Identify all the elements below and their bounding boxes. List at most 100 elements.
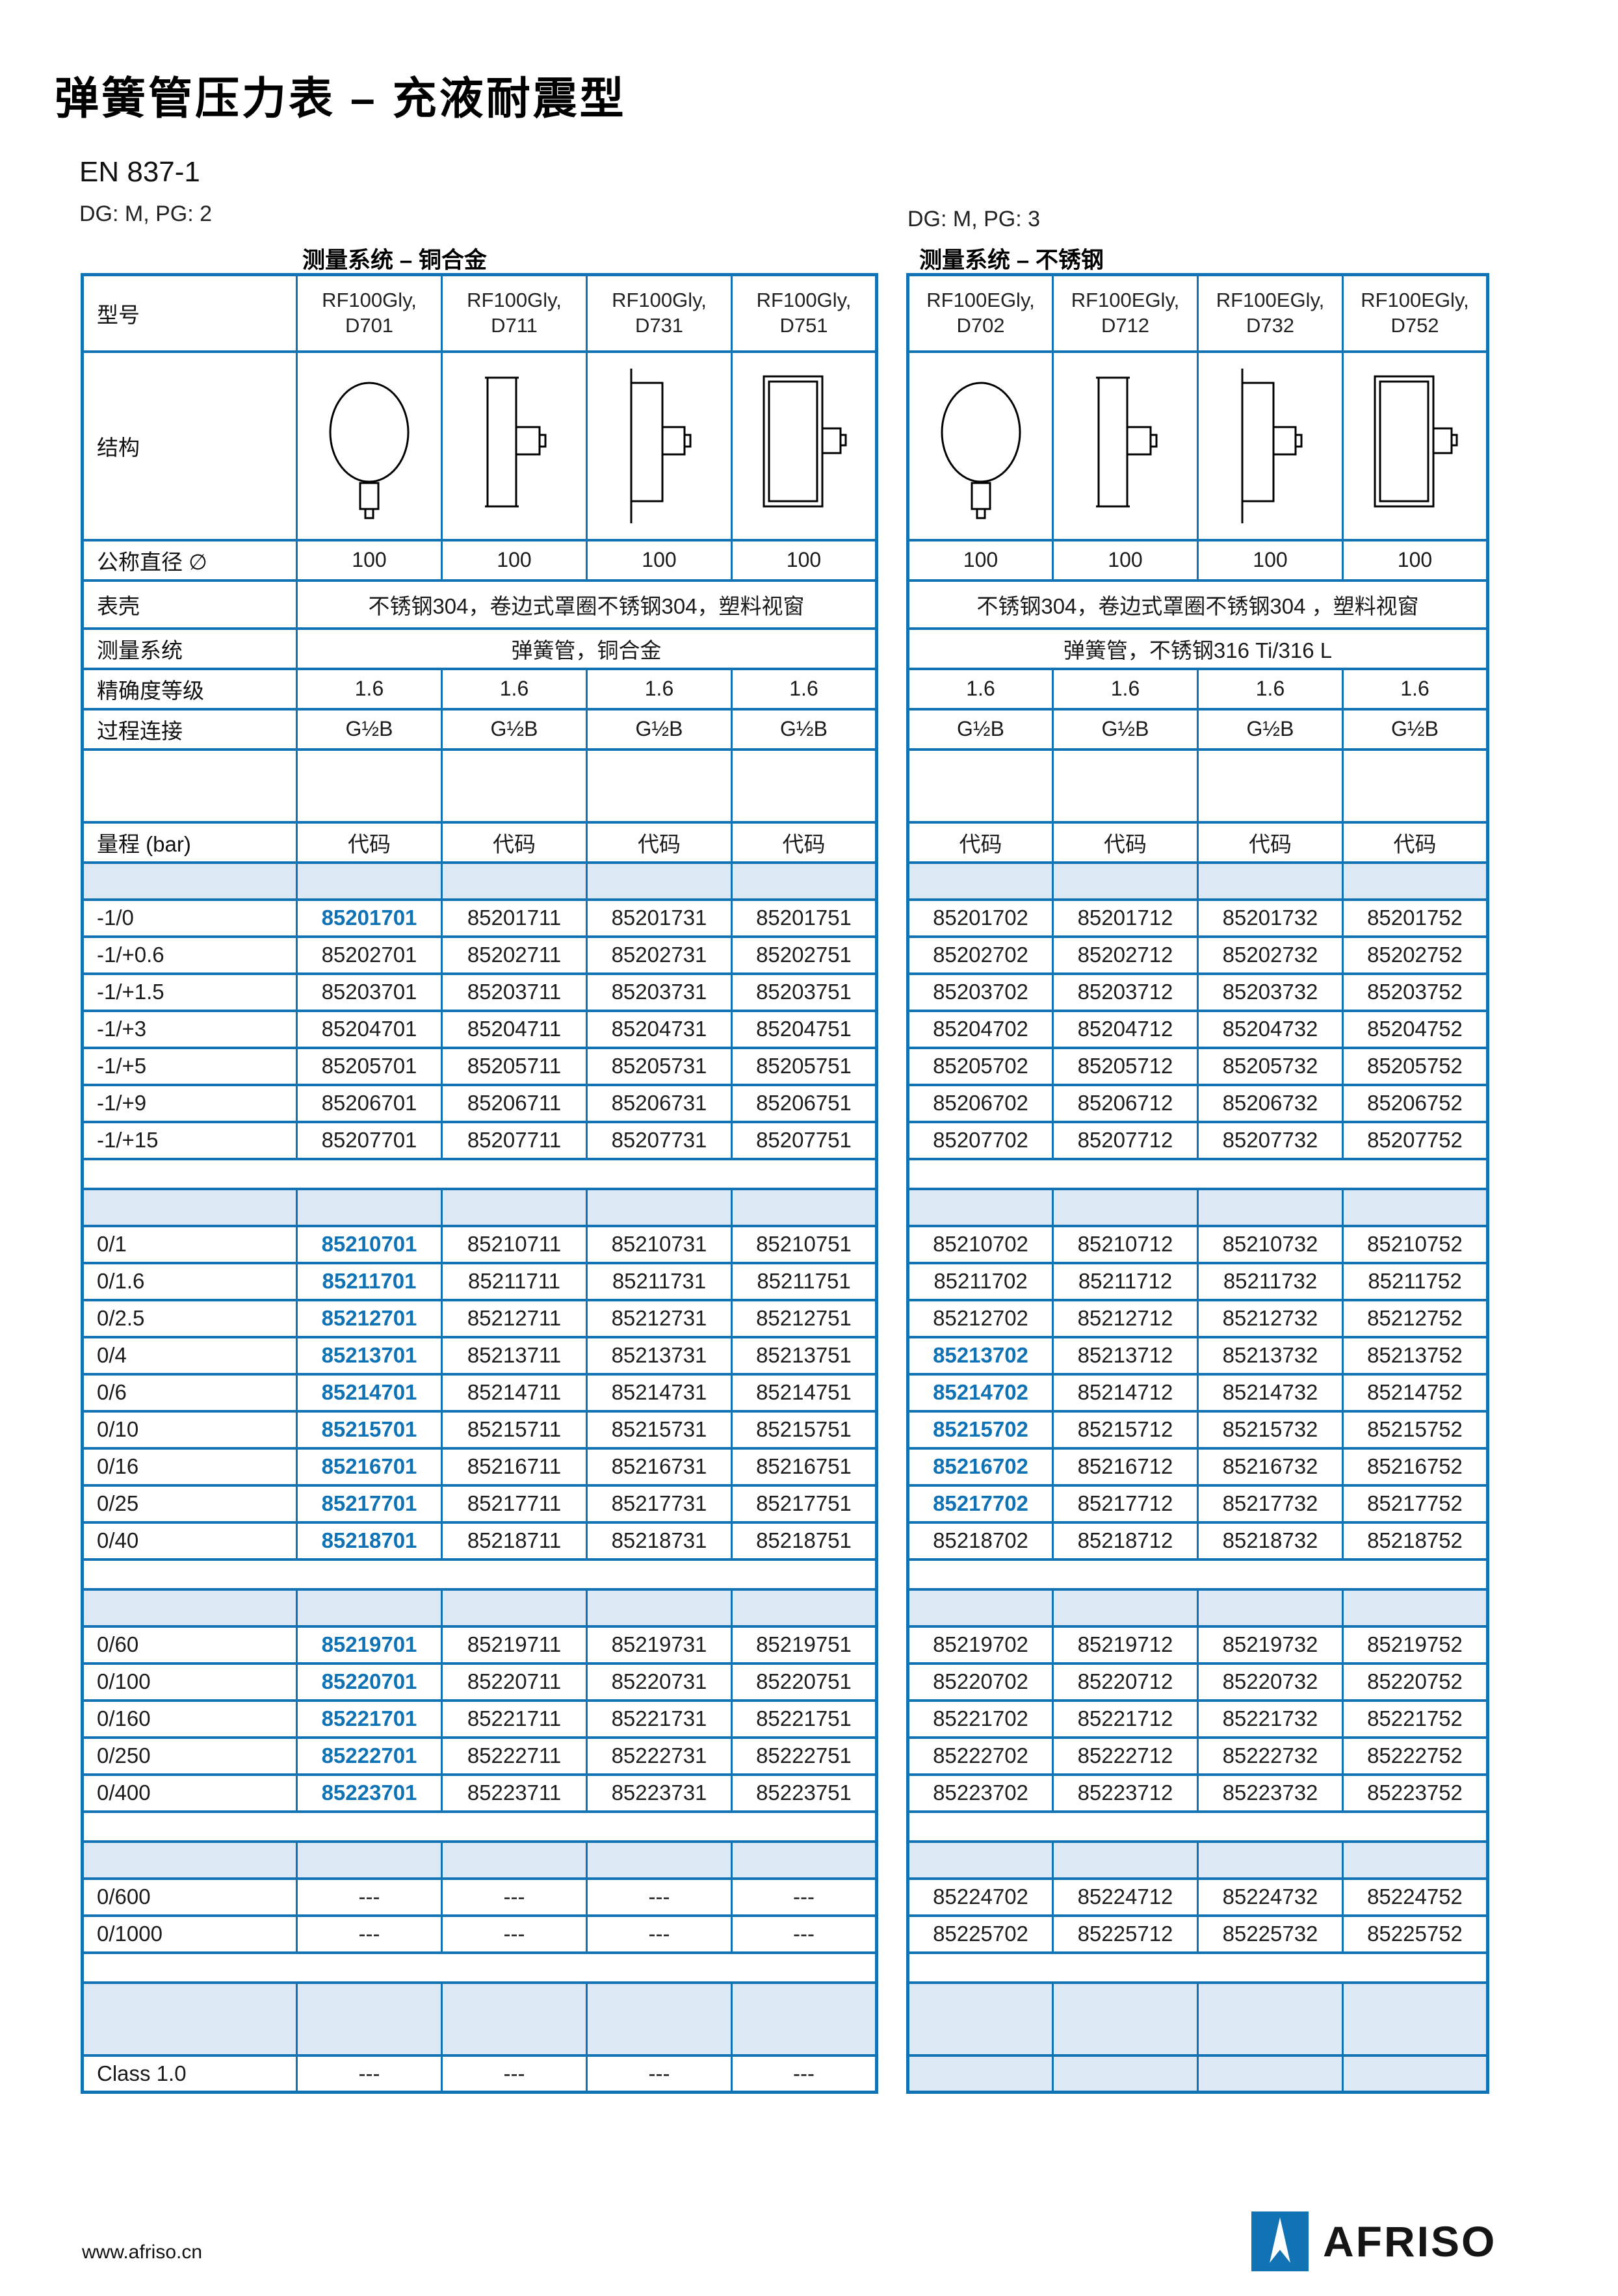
shaded-spacer-row (907, 1840, 1489, 1880)
connection-value: G½B (1052, 707, 1199, 751)
table-row: -1/0 85201701 85201711 85201731 85201751 (81, 898, 878, 938)
table-row: 85212702 85212712 85212732 85212752 (907, 1298, 1489, 1338)
table-row: 0/250 85222701 85222711 85222731 85222751 (81, 1736, 878, 1776)
code-cell: 85221701 (296, 1699, 443, 1739)
table-row: 85213702 85213712 85213732 85213752 (907, 1335, 1489, 1376)
table-row: 85204702 85204712 85204732 85204752 (907, 1009, 1489, 1049)
model-line1: RF100EGly, (926, 289, 1035, 311)
connection-value: G½B (441, 707, 588, 751)
code-cell: 85203731 (586, 972, 733, 1012)
separator-cell (907, 1810, 1488, 1843)
code-cell: 85218712 (1052, 1520, 1199, 1561)
section-separator-row (82, 1558, 877, 1591)
range-cell: 0/600 (81, 1877, 298, 1917)
code-cell: 85222751 (731, 1736, 878, 1776)
code-cell: 85202731 (586, 935, 733, 975)
accuracy-value: 1.6 (907, 667, 1054, 711)
accuracy-value: 1.6 (1197, 667, 1344, 711)
shaded-spacer-row (81, 1587, 878, 1628)
section-separator-row (82, 1810, 877, 1843)
code-cell: 85217702 (907, 1483, 1054, 1524)
shaded-cell (731, 1840, 878, 1880)
model-cell: RF100EGly, D752 (1342, 273, 1489, 353)
shaded-spacer-row (907, 1187, 1489, 1227)
measuring-system-row: 弹簧管，不锈钢316 Ti/316 L (907, 627, 1489, 670)
connection-value: G½B (296, 707, 443, 751)
code-cell: 85203712 (1052, 972, 1199, 1012)
shaded-cell (81, 1187, 298, 1227)
range-cell: 0/2.5 (81, 1298, 298, 1338)
code-cell: 85221731 (586, 1699, 733, 1739)
table-row: 85216702 85216712 85216732 85216752 (907, 1446, 1489, 1487)
code-cell: 85221751 (731, 1699, 878, 1739)
diameter-value: 100 (441, 538, 588, 582)
shaded-cell (81, 1981, 298, 2057)
afriso-brand-text: AFRISO (1323, 2217, 1497, 2265)
accuracy-row: 精确度等级 1.6 1.6 1.6 1.6 (81, 667, 878, 711)
range-cell: -1/+5 (81, 1046, 298, 1086)
code-cell: 85217701 (296, 1483, 443, 1524)
model-cell: RF100EGly, D732 (1197, 273, 1344, 353)
model-cell: RF100Gly, D731 (586, 273, 733, 353)
code-cell: --- (296, 1914, 443, 1954)
code-cell: 85206702 (907, 1083, 1054, 1123)
code-cell: 85222702 (907, 1736, 1054, 1776)
model-header-row: RF100EGly, D702 RF100EGly, D712 RF100EGly,… (907, 273, 1489, 353)
table-row: 85205702 85205712 85205732 85205752 (907, 1046, 1489, 1086)
range-cell: -1/0 (81, 898, 298, 938)
code-cell: 85211712 (1052, 1261, 1199, 1301)
code-cell: 85205701 (296, 1046, 443, 1086)
system-value: 弹簧管，铜合金 (296, 627, 878, 670)
connection-value: G½B (586, 707, 733, 751)
code-cell: 85204731 (586, 1009, 733, 1049)
shaded-cell (1342, 1187, 1489, 1227)
shaded-cell (731, 1587, 878, 1628)
code-header: 代码 (907, 820, 1054, 864)
code-cell: 85220702 (907, 1662, 1054, 1702)
code-cell: 85219701 (296, 1624, 443, 1665)
code-cell: 85201752 (1342, 898, 1489, 938)
gauge-front-view-drawing (302, 354, 437, 538)
brass-table-body: -1/0 85201701 85201711 85201731 85201751 -1/+… (81, 861, 878, 2094)
accuracy-value: 1.6 (1342, 667, 1489, 711)
code-cell: 85213701 (296, 1335, 443, 1376)
section-separator-row (907, 1951, 1488, 1984)
shaded-cell (1342, 1981, 1489, 2057)
code-cell: 85203702 (907, 972, 1054, 1012)
model-cell: RF100EGly, D702 (907, 273, 1054, 353)
shaded-cell (1052, 1587, 1199, 1628)
table-row: 85215702 85215712 85215732 85215752 (907, 1409, 1489, 1450)
code-cell: 85206711 (441, 1083, 588, 1123)
connection-value: G½B (731, 707, 878, 751)
code-cell: 85223702 (907, 1773, 1054, 1813)
shaded-cell (81, 861, 298, 901)
code-cell: 85204711 (441, 1009, 588, 1049)
code-cell: 85222731 (586, 1736, 733, 1776)
connection-value: G½B (907, 707, 1054, 751)
afriso-arrow-icon (1251, 2211, 1309, 2271)
code-cell: 85210731 (586, 1224, 733, 1264)
model-line1: RF100EGly, (1071, 289, 1180, 311)
shaded-cell (907, 1187, 1054, 1227)
diameter-value: 100 (296, 538, 443, 582)
range-cell: 0/60 (81, 1624, 298, 1665)
range-cell: 0/400 (81, 1773, 298, 1813)
code-cell: 85215732 (1197, 1409, 1344, 1450)
separator-cell (907, 1951, 1488, 1984)
table-row: 0/6 85214701 85214711 85214731 85214751 (81, 1372, 878, 1413)
table-row: 0/100 85220701 85220711 85220731 85220751 (81, 1662, 878, 1702)
shaded-cell (586, 1587, 733, 1628)
code-cell: 85214712 (1052, 1372, 1199, 1413)
structure-row: 结构 (81, 350, 878, 541)
diameter-row: 公称直径 ∅ 100 100 100 100 (81, 538, 878, 582)
range-cell: -1/+0.6 (81, 935, 298, 975)
table-row: 85222702 85222712 85222732 85222752 (907, 1736, 1489, 1776)
code-cell: 85212731 (586, 1298, 733, 1338)
accuracy-value: 1.6 (441, 667, 588, 711)
code-cell: --- (296, 1877, 443, 1917)
class-value-cell: --- (296, 2054, 443, 2094)
code-cell: 85214751 (731, 1372, 878, 1413)
separator-cell (907, 1157, 1488, 1190)
footer-url[interactable]: www.afriso.cn (82, 2241, 203, 2263)
shaded-spacer-row (907, 861, 1489, 901)
